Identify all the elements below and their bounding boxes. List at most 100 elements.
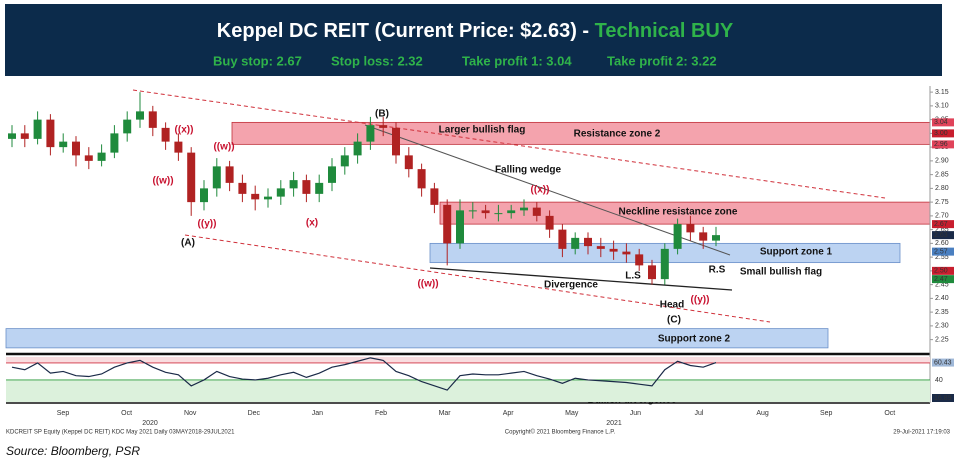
candle-body [251, 193, 260, 200]
candle-body [558, 229, 567, 249]
x-tick-label: Oct [884, 410, 895, 417]
y-tick-label: 2.45 [935, 281, 949, 288]
title: Keppel DC REIT (Current Price: $2.63) - … [217, 20, 734, 42]
candle-body [430, 188, 439, 205]
price-tag-label: 2.96 [934, 141, 948, 148]
candle-body [660, 248, 669, 280]
annotation: Falling wedge [495, 165, 562, 176]
level: Take profit 1: 3.04 [462, 53, 572, 68]
signal: Technical BUY [595, 20, 734, 42]
candle-body [404, 155, 413, 170]
price-tag-label: 2.67 [934, 221, 948, 228]
y-tick-label: 2.70 [935, 213, 949, 220]
price-tag [932, 266, 954, 275]
y-tick-label: 2.25 [935, 336, 949, 343]
y-tick-label: 2.40 [935, 295, 949, 302]
candle-body [507, 210, 516, 214]
footer: 29-Jul-2021 17:19:03 [893, 430, 950, 436]
rsi-tag [932, 394, 954, 402]
price-tag [932, 247, 954, 256]
price-tag [932, 231, 954, 240]
candle-body [264, 196, 272, 200]
level: Take profit 2: 3.22 [607, 53, 717, 68]
price-tag-label: 3.00 [934, 130, 948, 137]
y-tick-label: 2.90 [935, 158, 949, 165]
candle-body [648, 265, 656, 280]
title-text: Keppel DC REIT (Current Price: $2.63) - [217, 20, 595, 42]
candle-body [110, 133, 119, 153]
rsi-tag-label: 16.89 [934, 395, 952, 402]
x-tick-label: May [565, 410, 579, 417]
annotation: Larger bullish flag [439, 125, 526, 136]
candle-body [276, 188, 285, 197]
y-tick-label: 2.35 [935, 309, 949, 316]
annotation: L.S [625, 271, 641, 282]
candle-body [59, 141, 68, 148]
zone [5, 328, 829, 349]
y-tick-label: 2.80 [935, 185, 949, 192]
level: Stop loss: 2.32 [331, 53, 423, 68]
rsi-overbought [6, 357, 930, 363]
price-tag-label: 2.57 [934, 248, 948, 255]
y-tick-label: 3.10 [935, 103, 949, 110]
zone-label: Neckline resistance zone [619, 207, 738, 218]
candle-body [315, 182, 324, 194]
year-label: 2020 [142, 420, 158, 427]
y-tick-label: 2.30 [935, 323, 949, 330]
x-tick-label: Aug [756, 410, 769, 417]
candle-body [72, 141, 80, 156]
candle-body [571, 237, 580, 249]
x-tick-label: Jul [695, 410, 704, 417]
annotation: (A) [181, 238, 195, 249]
candle-body [33, 119, 42, 139]
x-tick-label: Oct [121, 410, 132, 417]
price-tag-label: 2.63 [934, 232, 948, 239]
y-tick-label: 2.75 [935, 199, 949, 206]
annotation: ((w)) [213, 142, 234, 153]
trend-line [132, 89, 886, 199]
candle-body [366, 125, 375, 142]
x-tick-label: Apr [503, 410, 515, 417]
annotation: (x) [306, 218, 318, 229]
candle-body [84, 155, 93, 161]
rsi-line [11, 357, 717, 391]
y-tick-label: 2.65 [935, 226, 949, 233]
y-tick-label: 3.15 [935, 89, 949, 96]
y-tick-label: 40 [935, 377, 943, 384]
candle-body [596, 246, 605, 249]
footer: KDCREIT SP Equity (Keppel DC REIT) KDC M… [6, 430, 235, 436]
price-tag [932, 140, 954, 149]
price-tag-label: 2.50 [934, 268, 948, 275]
annotation: Small bullish flag [740, 267, 822, 278]
candle-body [686, 224, 695, 233]
annotation: Divergence [544, 280, 598, 291]
candle-body [443, 204, 452, 244]
annotation: ((y)) [691, 295, 710, 306]
candle-body [8, 133, 16, 139]
candle-body [584, 237, 592, 247]
annotation: (B) [375, 109, 389, 120]
zone-label: Support zone 2 [658, 334, 731, 345]
x-tick-label: Mar [439, 410, 452, 417]
candle-body [225, 166, 234, 183]
y-tick-label: 2.55 [935, 254, 949, 261]
y-tick-label: 2.85 [935, 171, 949, 178]
x-tick-label: Jun [630, 410, 641, 417]
trend-line [184, 234, 771, 323]
footer: Copyright© 2021 Bloomberg Finance L.P. [505, 429, 616, 436]
annotation: ((x)) [531, 185, 550, 196]
price-tag [932, 275, 954, 284]
x-tick-label: Nov [184, 410, 197, 417]
candle-body [635, 254, 644, 266]
candle-body [20, 133, 29, 139]
x-tick-label: Sep [57, 410, 70, 417]
candle-body [622, 251, 631, 255]
candle-body [97, 152, 106, 161]
candle-body [136, 111, 144, 120]
price-tag [932, 129, 954, 138]
candle-body [328, 166, 336, 183]
candle-body [609, 248, 618, 252]
candle-body [379, 125, 388, 128]
candle-body [494, 213, 503, 215]
